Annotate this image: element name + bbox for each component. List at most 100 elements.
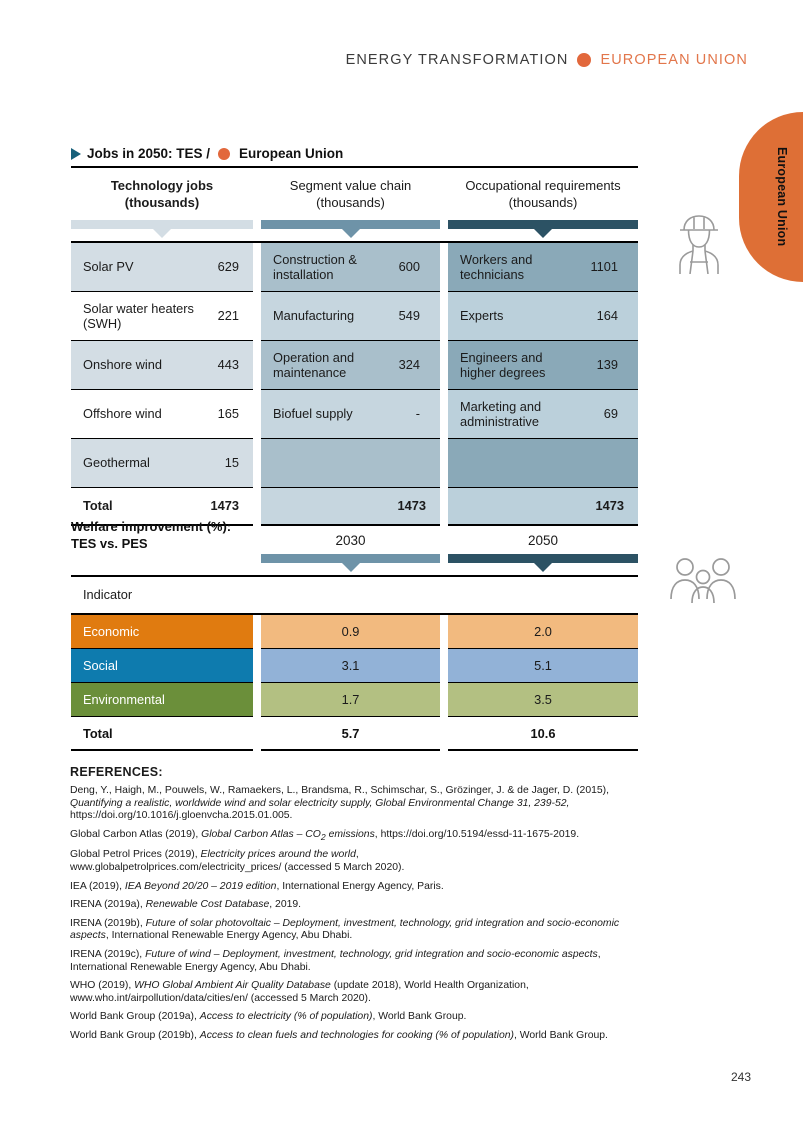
welfare-total-2030: 5.7 xyxy=(261,717,440,751)
reference-item: IRENA (2019a), Renewable Cost Database, … xyxy=(70,899,302,911)
column-gap xyxy=(253,220,261,229)
reference-item: World Bank Group (2019b), Access to clea… xyxy=(70,1029,608,1041)
jobs-title-text: Jobs in 2050: TES / xyxy=(87,146,211,161)
segment-total-cell: 1473 xyxy=(261,488,440,526)
welfare-row: Environmental 1.7 3.5 xyxy=(71,683,638,717)
column-gap xyxy=(440,554,448,563)
column-gap xyxy=(440,683,448,717)
bar-fill xyxy=(448,554,638,563)
row-label: Operation and maintenance xyxy=(273,349,355,381)
segment-cell: Manufacturing 549 xyxy=(261,292,440,341)
welfare-row: Economic 0.9 2.0 xyxy=(71,615,638,649)
jobs-section-title: Jobs in 2050: TES / European Union xyxy=(71,146,638,166)
occupational-cell: Workers and technicians 1101 xyxy=(448,243,638,292)
bar-arrow-icon xyxy=(153,229,171,238)
column-gap xyxy=(440,615,448,649)
welfare-header-row: Welfare improvement (%): TES vs. PES 203… xyxy=(71,518,638,554)
occupational-cell: Engineers and higher degrees 139 xyxy=(448,341,638,390)
column-gap xyxy=(253,439,261,488)
total-label: Total xyxy=(83,498,113,514)
welfare-indicator-social: Social xyxy=(71,649,253,683)
welfare-value-2050: 2.0 xyxy=(448,615,638,649)
jobs-header-rule xyxy=(71,241,638,243)
row-label: Workers and technicians xyxy=(460,251,533,283)
year-bar-2030 xyxy=(261,554,440,572)
column-gap xyxy=(440,220,448,229)
reference-item: World Bank Group (2019a), Access to elec… xyxy=(70,1011,467,1023)
welfare-total-row: Total 5.7 10.6 xyxy=(71,717,638,751)
references-section: REFERENCES: Deng, Y., Haigh, M., Pouwels… xyxy=(70,765,650,1049)
column-gap xyxy=(253,577,261,613)
references-list: Deng, Y., Haigh, M., Pouwels, W., Ramaek… xyxy=(70,785,650,1043)
welfare-value-2050: 3.5 xyxy=(448,683,638,717)
row-value: 443 xyxy=(217,357,239,373)
technology-cell: Geothermal 15 xyxy=(71,439,253,488)
indicator-blank-2030 xyxy=(261,577,440,613)
row-value: 165 xyxy=(217,406,239,422)
column-bar-technology xyxy=(71,220,253,238)
column-gap xyxy=(440,390,448,439)
side-tab-label: European Union xyxy=(775,147,789,247)
column-gap xyxy=(253,292,261,341)
segment-cell: Construction & installation 600 xyxy=(261,243,440,292)
welfare-total-2050: 10.6 xyxy=(448,717,638,751)
column-gap xyxy=(253,390,261,439)
row-label: Engineers and higher degrees xyxy=(460,349,546,381)
welfare-row-label: Social xyxy=(83,658,118,673)
row-value: 600 xyxy=(398,259,420,275)
occupational-cell xyxy=(448,439,638,488)
title-dot-icon xyxy=(218,147,231,160)
people-group-icon xyxy=(668,555,738,608)
reference-item: WHO (2019), WHO Global Ambient Air Quali… xyxy=(70,980,529,1004)
reference-item: Global Carbon Atlas (2019), Global Carbo… xyxy=(70,828,580,842)
indicator-label-cell: Indicator xyxy=(71,577,253,613)
welfare-row-label: Environmental xyxy=(83,692,165,707)
row-label: Manufacturing xyxy=(273,308,355,324)
occupational-cell: Marketing and administrative 69 xyxy=(448,390,638,439)
column-gap xyxy=(253,341,261,390)
welfare-indicator-environmental: Environmental xyxy=(71,683,253,717)
column-gap xyxy=(253,615,261,649)
bar-fill xyxy=(261,554,440,563)
column-header-technology: Technology jobs (thousands) xyxy=(110,178,214,210)
column-gap xyxy=(253,717,261,751)
column-bar-segment xyxy=(261,220,440,238)
welfare-spacer xyxy=(71,554,253,563)
reference-item: Global Petrol Prices (2019), Electricity… xyxy=(70,849,405,874)
row-value: 1101 xyxy=(590,259,618,275)
column-gap xyxy=(253,649,261,683)
welfare-title: Welfare improvement (%): TES vs. PES xyxy=(71,519,232,551)
row-value: 324 xyxy=(398,357,420,373)
running-head-right: EUROPEAN UNION xyxy=(600,52,748,68)
reference-item: IRENA (2019c), Future of wind – Deployme… xyxy=(70,949,601,973)
occupational-total-cell: 1473 xyxy=(448,488,638,526)
welfare-total-label: Total xyxy=(71,717,253,751)
welfare-year-bars xyxy=(71,554,638,572)
row-label: Construction & installation xyxy=(273,251,357,283)
jobs-title-region: European Union xyxy=(239,146,344,161)
row-value: 139 xyxy=(596,357,618,373)
column-gap xyxy=(253,683,261,717)
reference-item: IEA (2019), IEA Beyond 20/20 – 2019 edit… xyxy=(70,880,444,892)
table-row: Offshore wind 165 Biofuel supply - Marketing… xyxy=(71,390,638,439)
segment-cell: Operation and maintenance 324 xyxy=(261,341,440,390)
welfare-year-2050-head: 2050 xyxy=(448,533,638,554)
column-header-segment: Segment value chain (thousands) xyxy=(289,178,412,210)
jobs-column-bars xyxy=(71,211,638,238)
year-bar-2050 xyxy=(448,554,638,572)
row-value: 15 xyxy=(224,455,239,471)
jobs-column-headers: Technology jobs (thousands) Segment valu… xyxy=(71,168,638,211)
technology-cell: Solar water heaters (SWH) 221 xyxy=(71,292,253,341)
technology-cell: Offshore wind 165 xyxy=(71,390,253,439)
indicator-row: Indicator xyxy=(71,577,638,613)
triangle-marker-icon xyxy=(71,147,81,160)
bar-arrow-icon xyxy=(341,229,360,238)
technology-total-cell: Total 1473 xyxy=(71,488,253,526)
bar-arrow-icon xyxy=(341,563,360,572)
bar-fill xyxy=(448,220,638,229)
row-value: - xyxy=(415,406,420,422)
row-label: Experts xyxy=(460,308,504,324)
jobs-table-section: Jobs in 2050: TES / European Union Techn… xyxy=(71,146,638,526)
side-tab-european-union[interactable]: European Union xyxy=(739,112,803,282)
year-label-2030: 2030 xyxy=(335,533,366,548)
